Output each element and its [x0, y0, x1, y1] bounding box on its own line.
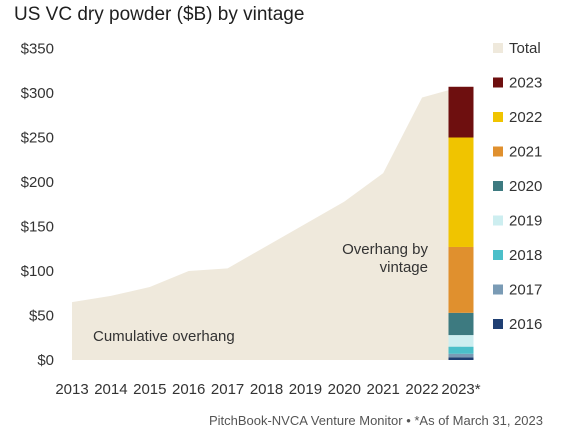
x-tick-label: 2014 [94, 381, 127, 398]
legend-label-2020: 2020 [509, 178, 542, 195]
bar-segment-2017 [448, 353, 474, 358]
bar-segment-2021 [448, 246, 474, 313]
y-tick-label: $0 [37, 352, 54, 369]
annotation-overhang-by-vintage-line2: vintage [380, 259, 428, 276]
legend-label-2023: 2023 [509, 75, 542, 92]
x-tick-label: 2013 [55, 381, 88, 398]
y-tick-label: $350 [21, 41, 54, 58]
legend-swatch-2023 [493, 77, 503, 88]
bar-segment-2020 [448, 312, 474, 336]
x-axis-ticks: 2013 2014 2015 2016 2017 2018 2019 2020 2021 2022… [55, 381, 480, 398]
y-tick-label: $250 [21, 130, 54, 147]
bar-segment-2022 [448, 137, 474, 247]
bar-segment-2023 [448, 86, 474, 138]
chart-title: US VC dry powder ($B) by vintage [14, 4, 305, 25]
y-tick-label: $50 [29, 308, 54, 325]
legend-label-2017: 2017 [509, 282, 542, 299]
legend-label-2022: 2022 [509, 109, 542, 126]
legend-label-total: Total [509, 40, 541, 57]
legend-swatch-2022 [493, 112, 503, 122]
x-tick-label: 2022 [405, 381, 438, 398]
x-tick-label: 2019 [289, 381, 322, 398]
footnote: PitchBook-NVCA Venture Monitor • *As of … [208, 413, 543, 428]
legend-swatch-2017 [493, 284, 503, 295]
bar-segment-2018 [448, 346, 474, 354]
y-tick-label: $100 [21, 263, 54, 280]
total-area [72, 86, 461, 361]
legend: Total 2023 2022 2021 2020 2019 2018 2017 2016 [493, 40, 542, 333]
legend-swatch-2021 [493, 146, 503, 157]
x-tick-label: 2023* [441, 381, 480, 398]
legend-label-2018: 2018 [509, 247, 542, 264]
annotation-cumulative-overhang: Cumulative overhang [93, 328, 235, 345]
x-tick-label: 2020 [328, 381, 361, 398]
bar-segment-2016 [448, 357, 474, 360]
y-tick-label: $200 [21, 174, 54, 191]
stacked-bar-2023 [448, 86, 474, 360]
legend-swatch-total [493, 43, 503, 53]
legend-swatch-2016 [493, 319, 503, 329]
legend-label-2019: 2019 [509, 213, 542, 230]
x-tick-label: 2017 [211, 381, 244, 398]
legend-label-2021: 2021 [509, 144, 542, 161]
legend-swatch-2018 [493, 250, 503, 260]
x-tick-label: 2018 [250, 381, 283, 398]
x-tick-label: 2015 [133, 381, 166, 398]
legend-swatch-2020 [493, 181, 503, 191]
y-tick-label: $150 [21, 219, 54, 236]
legend-swatch-2019 [493, 215, 503, 226]
x-tick-label: 2021 [367, 381, 400, 398]
annotation-overhang-by-vintage-line1: Overhang by [342, 241, 428, 258]
y-axis-ticks: $0 $50 $100 $150 $200 $250 $300 $350 [21, 41, 54, 370]
x-tick-label: 2016 [172, 381, 205, 398]
y-tick-label: $300 [21, 85, 54, 102]
legend-label-2016: 2016 [509, 316, 542, 333]
bar-segment-2019 [448, 335, 474, 347]
